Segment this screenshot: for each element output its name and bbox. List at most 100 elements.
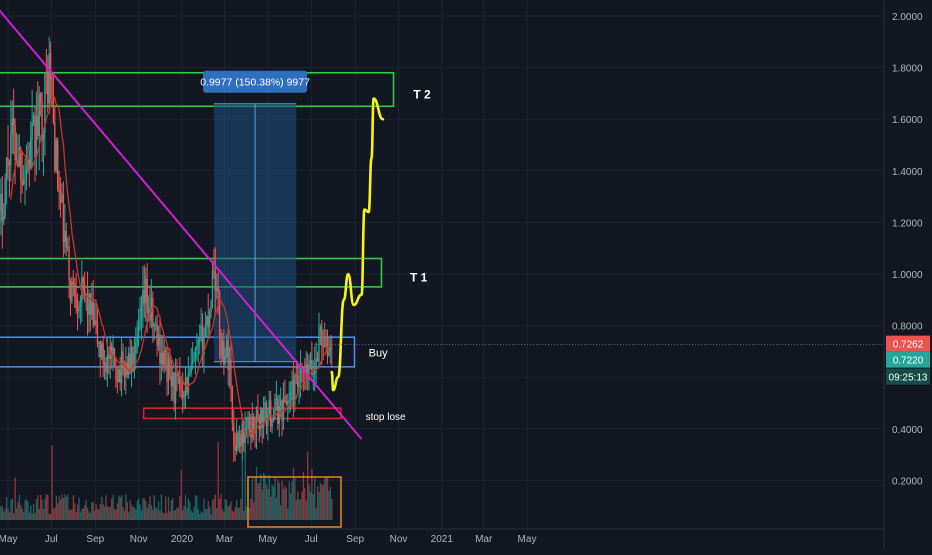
volume-bar: [257, 483, 258, 520]
volume-bar: [151, 505, 152, 520]
volume-bar: [68, 510, 69, 520]
volume-bar: [141, 511, 142, 520]
candle-body: [71, 282, 72, 302]
volume-bar: [284, 486, 285, 520]
volume-bar: [176, 508, 177, 520]
volume-bar: [50, 514, 51, 520]
volume-bar: [98, 509, 99, 520]
candle-body: [169, 358, 170, 376]
candle-body: [181, 390, 182, 391]
candle-body: [212, 271, 213, 301]
candle-body: [118, 369, 119, 381]
candle-body: [0, 194, 1, 210]
volume-bar: [61, 494, 62, 520]
candle-body: [74, 284, 75, 297]
candle-body: [193, 358, 194, 361]
volume-bar: [239, 508, 240, 520]
candle-body: [78, 306, 79, 311]
volume-bar: [208, 501, 209, 520]
volume-bar: [120, 497, 121, 520]
candle-body: [166, 352, 167, 382]
candle-body: [12, 118, 13, 133]
candle-body: [115, 367, 116, 379]
candle-body: [196, 346, 197, 350]
volume-bar: [192, 513, 193, 520]
countdown-label: 09:25:13: [889, 373, 928, 384]
candle-body: [54, 123, 55, 171]
volume-bar: [301, 492, 302, 520]
time-tick-label: Nov: [390, 534, 408, 545]
candle-body: [58, 189, 59, 192]
volume-bar: [30, 506, 31, 520]
volume-bar: [74, 503, 75, 520]
candle-body: [288, 400, 289, 401]
volume-bar: [232, 511, 233, 520]
volume-bar: [6, 497, 7, 520]
volume-bar: [308, 484, 309, 520]
volume-bar: [169, 511, 170, 520]
candle-body: [48, 53, 49, 103]
volume-bar: [183, 506, 184, 520]
volume-bar: [157, 509, 158, 520]
volume-bar: [131, 505, 132, 520]
volume-bar: [210, 514, 211, 520]
candle-body: [102, 343, 103, 364]
candle-body: [145, 278, 146, 303]
volume-bar: [181, 470, 182, 520]
candle-body: [210, 301, 211, 312]
volume-bar: [121, 495, 122, 520]
candle-body: [300, 367, 301, 383]
volume-bar: [191, 510, 192, 520]
candle-body: [152, 298, 153, 327]
time-tick-label: Jul: [45, 534, 58, 545]
price-tick-label: 1.6000: [892, 115, 923, 126]
volume-bar: [66, 497, 67, 520]
volume-bar: [166, 513, 167, 520]
candle-body: [222, 341, 223, 357]
candle-body: [6, 157, 7, 177]
candle-body: [259, 417, 260, 429]
volume-bar: [182, 510, 183, 520]
volume-bar: [112, 495, 113, 520]
candle-body: [156, 324, 157, 345]
volume-bar: [10, 500, 11, 520]
candle-body: [280, 400, 281, 406]
candle-body: [229, 359, 230, 370]
volume-bar: [26, 499, 27, 520]
volume-bar: [97, 509, 98, 520]
candle-body: [256, 410, 257, 433]
volume-bar: [186, 508, 187, 520]
candle-body: [217, 286, 218, 292]
candle-body: [164, 351, 165, 365]
volume-bar: [273, 486, 274, 520]
candle-body: [83, 277, 84, 282]
volume-bar: [276, 498, 277, 520]
candle-body: [198, 340, 199, 345]
volume-bar: [103, 504, 104, 520]
volume-bar: [262, 490, 263, 520]
candle-body: [202, 325, 203, 355]
volume-bar: [135, 509, 136, 520]
price-tag-label: 0.7262: [893, 340, 924, 351]
volume-bar: [34, 513, 35, 520]
volume-bar: [291, 481, 292, 520]
candle-body: [171, 376, 172, 386]
volume-bar: [148, 504, 149, 520]
volume-bar: [145, 501, 146, 520]
candle-body: [328, 352, 329, 356]
volume-bar: [253, 502, 254, 520]
candle-body: [290, 392, 291, 400]
candle-body: [237, 433, 238, 448]
volume-bar: [215, 495, 216, 520]
candle-body: [43, 133, 44, 141]
volume-bar: [279, 483, 280, 520]
volume-bar: [147, 508, 148, 520]
volume-bar: [33, 504, 34, 520]
candle-body: [273, 419, 274, 421]
measure-tool: 0.9977 (150.38%) 9977: [200, 71, 310, 362]
candle-body: [257, 410, 258, 417]
candle-body: [84, 283, 85, 296]
candle-body: [321, 327, 322, 346]
